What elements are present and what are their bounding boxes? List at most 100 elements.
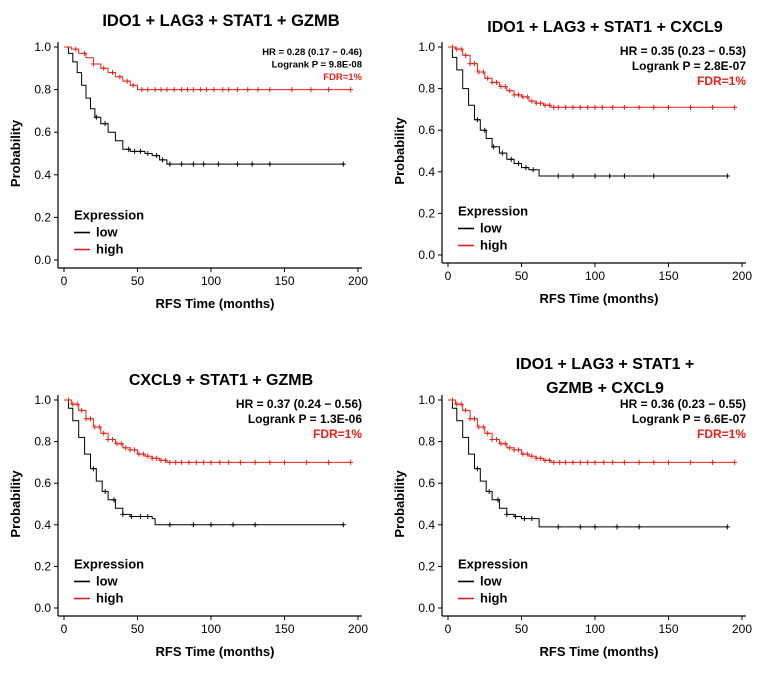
censor-mark-high bbox=[551, 104, 557, 110]
censor-mark-low bbox=[126, 146, 132, 152]
censor-mark-low bbox=[179, 161, 185, 167]
censor-mark-high bbox=[208, 459, 214, 465]
hazard-ratio: HR = 0.28 (0.17 − 0.46) bbox=[262, 47, 362, 58]
censor-mark-high bbox=[542, 102, 548, 108]
censor-mark-high bbox=[96, 424, 102, 430]
y-tick-label: 0.8 bbox=[418, 435, 435, 449]
legend-label-low: low bbox=[480, 573, 503, 588]
censor-mark-high bbox=[688, 459, 694, 465]
censor-mark-high bbox=[114, 441, 120, 447]
censor-mark-high bbox=[149, 455, 155, 461]
censor-mark-high bbox=[688, 104, 694, 110]
censor-mark-high bbox=[190, 87, 196, 93]
x-tick-label: 100 bbox=[201, 622, 221, 636]
x-axis-label: RFS Time (months) bbox=[540, 644, 659, 659]
censor-mark-high bbox=[101, 430, 107, 436]
censor-mark-high bbox=[82, 50, 88, 56]
censor-mark-low bbox=[252, 522, 258, 528]
censor-mark-high bbox=[211, 87, 217, 93]
censor-mark-high bbox=[458, 401, 464, 407]
censor-mark-low bbox=[482, 127, 488, 133]
y-tick-label: 0.6 bbox=[34, 125, 51, 139]
censor-mark-high bbox=[601, 459, 607, 465]
censor-mark-high bbox=[485, 75, 491, 81]
x-tick-label: 0 bbox=[61, 274, 68, 288]
censor-mark-high bbox=[83, 416, 89, 422]
censor-mark-high bbox=[124, 78, 130, 84]
legend-title: Expression bbox=[74, 208, 144, 223]
censor-mark-high bbox=[152, 87, 158, 93]
censor-mark-high bbox=[74, 401, 80, 407]
y-axis-label: Probability bbox=[392, 470, 407, 538]
censor-mark-high bbox=[538, 455, 544, 461]
censor-mark-high bbox=[529, 453, 535, 459]
survival-curve-low bbox=[448, 46, 728, 177]
censor-mark-high bbox=[485, 430, 491, 436]
x-axis-label: RFS Time (months) bbox=[156, 296, 275, 311]
censor-mark-high bbox=[326, 87, 332, 93]
censor-mark-high bbox=[498, 441, 504, 447]
censor-mark-high bbox=[245, 87, 251, 93]
censor-mark-low bbox=[190, 522, 196, 528]
censor-mark-high bbox=[308, 87, 314, 93]
censor-mark-high bbox=[110, 70, 116, 76]
censor-mark-low bbox=[621, 173, 627, 179]
censor-mark-high bbox=[471, 416, 477, 422]
censor-mark-high bbox=[171, 87, 177, 93]
censor-mark-high bbox=[651, 459, 657, 465]
x-tick-label: 150 bbox=[274, 274, 294, 288]
censor-mark-high bbox=[511, 92, 517, 98]
censor-mark-high bbox=[511, 447, 517, 453]
censor-mark-high bbox=[592, 459, 598, 465]
censor-mark-low bbox=[208, 522, 214, 528]
censor-mark-low bbox=[249, 161, 255, 167]
censor-mark-high bbox=[201, 459, 207, 465]
censor-mark-low bbox=[102, 121, 108, 127]
censor-mark-high bbox=[732, 459, 738, 465]
x-tick-label: 50 bbox=[515, 622, 529, 636]
logrank-p: Logrank P = 2.8E-07 bbox=[632, 59, 746, 73]
censor-mark-high bbox=[139, 87, 145, 93]
y-tick-label: 0.0 bbox=[34, 253, 51, 267]
hazard-ratio: HR = 0.36 (0.23 − 0.55) bbox=[620, 397, 746, 411]
chart-title: CXCL9 + STAT1 + GZMB bbox=[129, 372, 313, 389]
censor-mark-high bbox=[105, 437, 111, 443]
legend-label-high: high bbox=[96, 590, 123, 605]
censor-mark-high bbox=[471, 61, 477, 67]
censor-mark-high bbox=[127, 447, 133, 453]
x-tick-label: 0 bbox=[445, 622, 452, 636]
legend-title: Expression bbox=[458, 203, 528, 218]
censor-mark-high bbox=[533, 100, 539, 106]
censor-mark-high bbox=[167, 459, 173, 465]
x-tick-label: 200 bbox=[732, 622, 752, 636]
x-tick-label: 100 bbox=[585, 622, 605, 636]
censor-mark-high bbox=[507, 88, 513, 94]
censor-mark-high bbox=[65, 397, 71, 403]
chart-title: IDO1 + LAG3 + STAT1 + CXCL9 bbox=[487, 19, 723, 36]
censor-mark-high bbox=[710, 459, 716, 465]
censor-mark-low bbox=[513, 513, 519, 519]
censor-mark-low bbox=[499, 150, 505, 156]
legend-label-high: high bbox=[480, 237, 507, 252]
censor-mark-low bbox=[167, 161, 173, 167]
censor-mark-high bbox=[494, 79, 500, 85]
censor-mark-high bbox=[585, 459, 591, 465]
censor-mark-high bbox=[154, 455, 160, 461]
censor-mark-low bbox=[516, 160, 522, 166]
censor-mark-high bbox=[87, 416, 93, 422]
y-axis-label: Probability bbox=[8, 470, 23, 538]
fdr-label: FDR=1% bbox=[323, 72, 362, 83]
censor-mark-high bbox=[140, 451, 146, 457]
censor-mark-high bbox=[237, 459, 243, 465]
censor-mark-high bbox=[110, 437, 116, 443]
y-axis-label: Probability bbox=[392, 117, 407, 185]
km-panel-3: CXCL9 + STAT1 + GZMB 0.0 0.2 0.4 0.6 0.8 1.0 0 5… bbox=[8, 372, 368, 659]
y-tick-label: 0.4 bbox=[34, 168, 51, 182]
censor-mark-high bbox=[184, 87, 190, 93]
censor-mark-high bbox=[449, 44, 455, 50]
y-tick-label: 0.6 bbox=[418, 123, 435, 137]
y-tick-label: 0.2 bbox=[418, 559, 435, 573]
censor-mark-high bbox=[123, 445, 129, 451]
censor-mark-high bbox=[546, 102, 552, 108]
x-tick-label: 50 bbox=[131, 622, 145, 636]
